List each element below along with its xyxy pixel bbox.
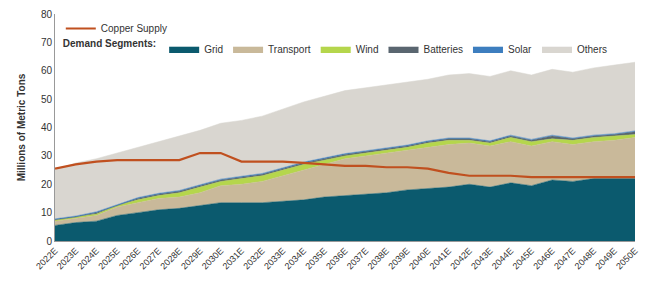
svg-text:10: 10: [41, 207, 53, 218]
svg-text:2026E: 2026E: [117, 246, 142, 271]
svg-text:30: 30: [41, 150, 53, 161]
svg-text:80: 80: [41, 9, 53, 20]
svg-text:70: 70: [41, 37, 53, 48]
svg-text:2046E: 2046E: [531, 246, 556, 271]
svg-text:2038E: 2038E: [366, 246, 391, 271]
svg-text:Millions of Metric Tons: Millions of Metric Tons: [16, 73, 27, 181]
svg-text:2043E: 2043E: [469, 246, 494, 271]
svg-text:2036E: 2036E: [324, 246, 349, 271]
svg-text:2023E: 2023E: [55, 246, 80, 271]
svg-text:2041E: 2041E: [428, 246, 453, 271]
svg-text:2028E: 2028E: [158, 246, 183, 271]
svg-text:Batteries: Batteries: [424, 44, 463, 55]
svg-text:2030E: 2030E: [200, 246, 225, 271]
svg-text:2035E: 2035E: [303, 246, 328, 271]
svg-text:2022E: 2022E: [34, 246, 59, 271]
svg-text:50: 50: [41, 94, 53, 105]
svg-text:60: 60: [41, 65, 53, 76]
svg-text:40: 40: [41, 122, 53, 133]
svg-text:Copper Supply: Copper Supply: [101, 23, 167, 34]
svg-text:2027E: 2027E: [138, 246, 163, 271]
svg-text:2029E: 2029E: [179, 246, 204, 271]
svg-text:Grid: Grid: [204, 44, 223, 55]
svg-text:20: 20: [41, 179, 53, 190]
svg-text:2024E: 2024E: [76, 246, 101, 271]
svg-text:2032E: 2032E: [241, 246, 266, 271]
svg-text:Wind: Wind: [356, 44, 379, 55]
svg-text:Others: Others: [577, 44, 607, 55]
svg-text:0: 0: [46, 236, 52, 247]
svg-text:2037E: 2037E: [345, 246, 370, 271]
svg-text:2050E: 2050E: [614, 246, 639, 271]
svg-text:Solar: Solar: [508, 44, 532, 55]
svg-text:2034E: 2034E: [283, 246, 308, 271]
svg-text:2049E: 2049E: [593, 246, 618, 271]
svg-text:2031E: 2031E: [221, 246, 246, 271]
svg-text:2039E: 2039E: [386, 246, 411, 271]
svg-text:2048E: 2048E: [573, 246, 598, 271]
svg-text:Demand Segments:: Demand Segments:: [63, 38, 156, 49]
svg-text:2025E: 2025E: [96, 246, 121, 271]
svg-text:Transport: Transport: [268, 44, 311, 55]
svg-text:2044E: 2044E: [490, 246, 515, 271]
svg-text:2047E: 2047E: [552, 246, 577, 271]
svg-text:2040E: 2040E: [407, 246, 432, 271]
svg-text:2045E: 2045E: [511, 246, 536, 271]
svg-text:2033E: 2033E: [262, 246, 287, 271]
svg-text:2042E: 2042E: [448, 246, 473, 271]
